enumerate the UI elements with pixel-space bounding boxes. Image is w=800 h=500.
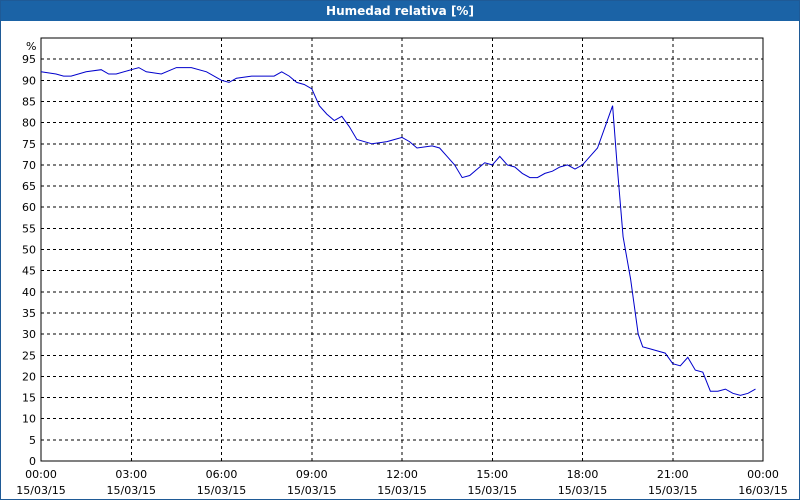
axes [40, 37, 764, 462]
grid [41, 38, 763, 461]
x-tick-date: 15/03/15 [468, 484, 517, 497]
x-tick-time: 03:00 [115, 468, 147, 481]
x-tick-date: 15/03/15 [287, 484, 336, 497]
x-tick-date: 15/03/15 [16, 484, 65, 497]
y-tick-label: 25 [22, 349, 36, 362]
y-tick-labels: 0 5 10 15 20 25 30 35 40 45 50 55 60 65 70 75 80 85 90 95 [22, 53, 36, 468]
x-tick-date: 16/03/15 [738, 484, 787, 497]
y-tick-label: 80 [22, 117, 36, 130]
y-tick-label: 45 [22, 265, 36, 278]
series-layer [40, 67, 756, 396]
y-tick-label: 55 [22, 222, 36, 235]
x-tick-time: 18:00 [567, 468, 599, 481]
y-tick-label: 95 [22, 53, 36, 66]
x-tick-date: 15/03/15 [558, 484, 607, 497]
y-tick-label: 75 [22, 138, 36, 151]
x-tick-time: 00:00 [25, 468, 57, 481]
series-line [40, 67, 756, 396]
y-tick-label: 70 [22, 159, 36, 172]
x-tick-date: 15/03/15 [377, 484, 426, 497]
x-tick-time: 00:00 [747, 468, 779, 481]
y-tick-label: 85 [22, 95, 36, 108]
y-tick-label: 5 [29, 434, 36, 447]
y-tick-label: 10 [22, 413, 36, 426]
y-tick-label: 30 [22, 328, 36, 341]
x-tick-date: 15/03/15 [648, 484, 697, 497]
x-tick-time: 15:00 [476, 468, 508, 481]
x-tick-time: 21:00 [657, 468, 689, 481]
plot-border [40, 37, 764, 462]
y-tick-label: 15 [22, 392, 36, 405]
y-tick-label: 90 [22, 74, 36, 87]
chart-title: Humedad relativa [%] [1, 1, 799, 21]
y-tick-label: 60 [22, 201, 36, 214]
x-tick-labels: 00:00 15/03/15 03:00 15/03/15 06:00 15/03/15 0… [16, 468, 787, 497]
y-tick-label: 35 [22, 307, 36, 320]
x-tick-date: 15/03/15 [107, 484, 156, 497]
y-unit-label: % [26, 40, 36, 53]
y-tick-label: 40 [22, 286, 36, 299]
y-tick-label: 20 [22, 370, 36, 383]
x-tick-time: 09:00 [296, 468, 328, 481]
y-tick-label: 50 [22, 244, 36, 257]
y-tick-label: 0 [29, 455, 36, 468]
y-tick-label: 65 [22, 180, 36, 193]
x-tick-time: 06:00 [206, 468, 238, 481]
x-tick-time: 12:00 [386, 468, 418, 481]
x-tick-date: 15/03/15 [197, 484, 246, 497]
